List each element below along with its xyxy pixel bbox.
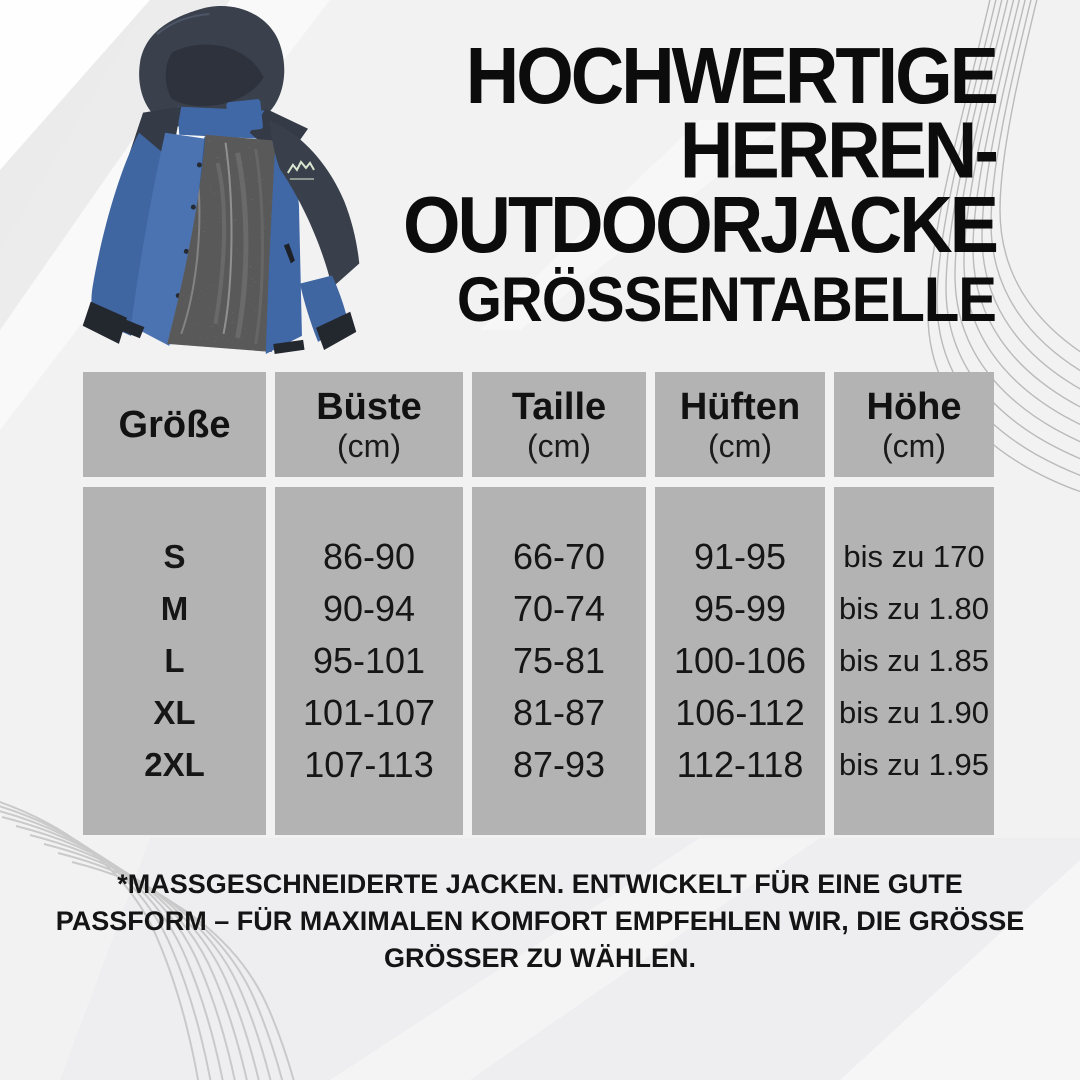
jacket-snap-button — [196, 162, 202, 168]
wave-lines-top-right — [927, 0, 1080, 495]
column-header-bueste: Büste (cm) — [275, 372, 463, 477]
background-wedge — [840, 860, 1080, 1080]
height-cell: bis zu 1.80 — [839, 591, 989, 626]
measure-cell: 95-99 — [693, 588, 787, 629]
height-cell: bis zu 170 — [843, 539, 985, 574]
footnote-line-1: *MASSGESCHNEIDERTE JACKEN. ENTWICKELT FÜ… — [117, 869, 963, 899]
title-line-2: HERREN- — [679, 104, 999, 195]
column-header-taille: Taille (cm) — [472, 372, 646, 477]
jacket-hem-tab — [115, 317, 145, 339]
jacket-right-shoulder — [269, 120, 360, 288]
jacket-snap-button — [190, 204, 196, 210]
column-header-hoehe: Höhe (cm) — [834, 372, 994, 477]
column-unit: (cm) — [708, 427, 772, 464]
size-cell: S — [163, 538, 186, 575]
background-wedge — [330, 838, 820, 1080]
column-label: Größe — [118, 403, 231, 446]
column-label: Höhe — [866, 385, 962, 428]
measure-cell: 86-90 — [322, 536, 416, 577]
column-header-groesse: Größe — [83, 372, 266, 477]
size-cell: 2XL — [144, 746, 205, 783]
table-column-bueste: 86-90 90-94 95-101 101-107 107-113 — [275, 487, 463, 835]
jacket-hem-tab — [273, 339, 305, 355]
height-cell: bis zu 1.90 — [839, 695, 989, 730]
jacket-snap-button — [183, 248, 189, 254]
jacket-left-sleeve — [91, 132, 166, 336]
table-column-taille: 66-70 70-74 75-81 81-87 87-93 — [472, 487, 646, 835]
footnote-line-3: GRÖSSER ZU WÄHLEN. — [383, 943, 696, 973]
measure-cell: 87-93 — [512, 744, 606, 785]
page-title: HOCHWERTIGE HERREN- OUTDOORJACKE — [356, 30, 999, 270]
jacket-right-panel — [265, 136, 302, 354]
column-unit: (cm) — [337, 427, 401, 464]
measure-cell: 101-107 — [302, 692, 436, 733]
jacket-pocket-slit — [283, 243, 295, 264]
measure-cell: 107-113 — [304, 744, 434, 785]
column-unit: (cm) — [882, 427, 946, 464]
jacket-collar-tab — [226, 99, 263, 133]
column-label: Hüften — [679, 385, 801, 428]
jacket-hood-highlight — [156, 13, 210, 35]
title-block: HOCHWERTIGE HERREN- OUTDOORJACKE GRÖSSEN… — [356, 30, 999, 335]
measure-cell: 81-87 — [512, 692, 606, 733]
column-header-hueften: Hüften (cm) — [655, 372, 825, 477]
wave-lines-bottom-left — [0, 798, 317, 1080]
column-unit: (cm) — [527, 427, 591, 464]
footnote: *MASSGESCHNEIDERTE JACKEN. ENTWICKELT FÜ… — [40, 866, 1040, 977]
table-column-sizes: S M L XL 2XL — [83, 487, 266, 835]
jacket-right-cuff — [316, 311, 357, 350]
size-table: Größe Büste (cm) Taille (cm) Hüften (cm)… — [83, 372, 995, 835]
jacket-left-panel — [131, 132, 206, 346]
measure-cell: 95-101 — [312, 640, 426, 681]
size-cell: L — [164, 642, 185, 679]
measure-cell: 90-94 — [322, 588, 416, 629]
jacket-product-image — [82, 6, 360, 355]
measure-cell: 91-95 — [693, 536, 787, 577]
column-label: Taille — [511, 385, 607, 428]
measure-cell: 66-70 — [512, 536, 606, 577]
measure-cell: 75-81 — [512, 640, 606, 681]
jacket-mountain-logo — [287, 160, 315, 180]
table-column-hueften: 91-95 95-99 100-106 106-112 112-118 — [655, 487, 825, 835]
height-cell: bis zu 1.85 — [839, 643, 989, 678]
measure-cell: 70-74 — [512, 588, 606, 629]
height-cell: bis zu 1.95 — [839, 747, 989, 782]
jacket-left-cuff — [82, 301, 127, 344]
subtitle: GRÖSSENTABELLE — [456, 264, 997, 335]
jacket-hood-interior — [165, 44, 264, 107]
measure-cell: 112-118 — [676, 744, 804, 785]
measure-cell: 100-106 — [673, 640, 807, 681]
title-line-3: OUTDOORJACKE — [402, 179, 999, 270]
size-cell: M — [160, 590, 189, 627]
table-column-hoehe: bis zu 170 bis zu 1.80 bis zu 1.85 bis z… — [834, 487, 994, 835]
size-cell: XL — [153, 694, 196, 731]
background-wedge — [480, 120, 790, 330]
measure-cell: 106-112 — [675, 692, 805, 733]
footnote-line-2: PASSFORM – FÜR MAXIMALEN KOMFORT EMPFEHL… — [55, 906, 1025, 936]
title-line-1: HOCHWERTIGE — [465, 30, 999, 121]
column-label: Büste — [316, 385, 422, 428]
